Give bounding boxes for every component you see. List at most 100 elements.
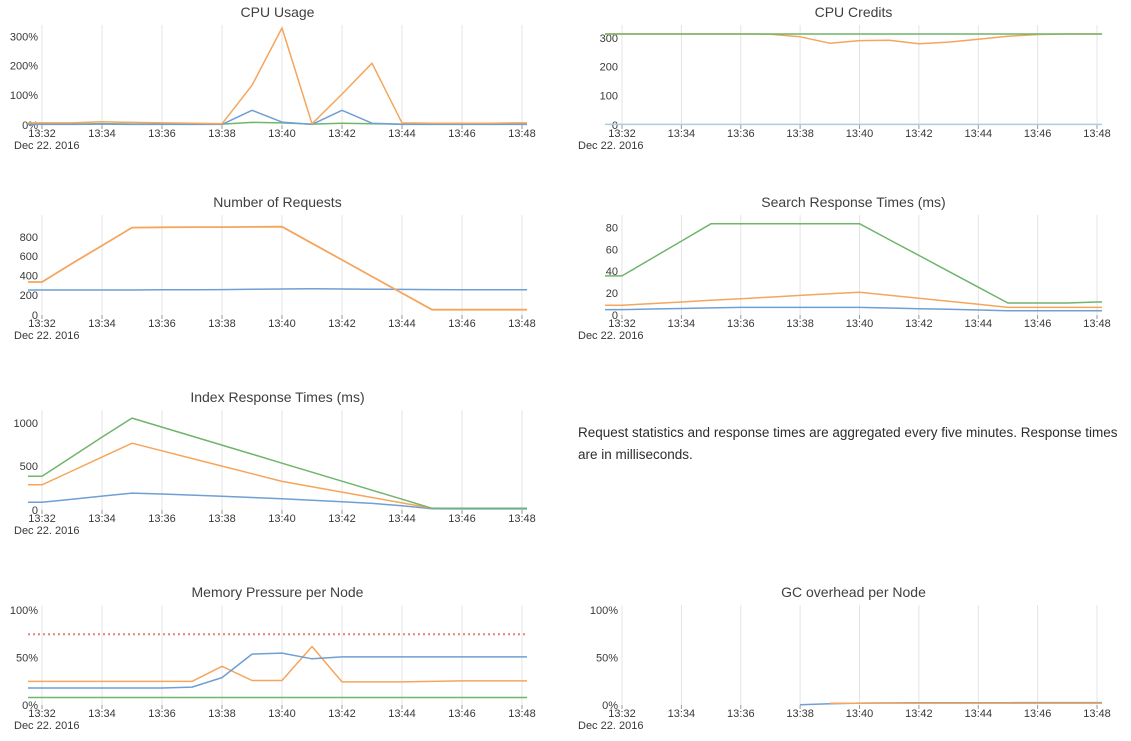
svg-text:13:44: 13:44 (388, 513, 416, 525)
gc-overhead-plot-area[interactable]: 13:32 13:34 13:36 13:38 13:40 13:42 13:44 13:46… (565, 580, 1131, 741)
aggregation-note: Request statistics and response times ar… (578, 424, 1118, 462)
svg-text:400: 400 (20, 271, 38, 283)
svg-text:Dec 22. 2016: Dec 22. 2016 (578, 140, 643, 152)
svg-text:13:32: 13:32 (608, 708, 636, 720)
svg-text:200: 200 (600, 62, 618, 74)
svg-text:100%: 100% (10, 90, 38, 102)
svg-text:100%: 100% (10, 605, 38, 617)
svg-text:60: 60 (606, 244, 618, 256)
svg-text:13:42: 13:42 (328, 318, 356, 330)
svg-text:100: 100 (600, 91, 618, 103)
svg-text:20: 20 (606, 288, 618, 300)
svg-text:0: 0 (612, 310, 618, 322)
svg-text:200%: 200% (10, 61, 38, 73)
svg-text:50%: 50% (596, 652, 618, 664)
svg-text:0: 0 (32, 505, 38, 517)
svg-text:13:34: 13:34 (88, 318, 116, 330)
svg-text:0%: 0% (22, 700, 38, 712)
plot-svg: 13:32 13:34 13:36 13:38 13:40 13:42 13:44 13:46… (578, 605, 1111, 732)
svg-text:13:34: 13:34 (668, 318, 696, 330)
svg-text:13:48: 13:48 (1083, 128, 1111, 140)
chart-memory-pressure-per-node: 13:32 13:34 13:36 13:38 13:40 13:42 13:44 13:46… (0, 580, 565, 741)
svg-text:0: 0 (32, 310, 38, 322)
plot-svg: 13:32 13:34 13:36 13:38 13:40 13:42 13:44 13:46… (10, 605, 536, 732)
svg-text:Dec 22. 2016: Dec 22. 2016 (14, 525, 79, 537)
svg-text:13:42: 13:42 (905, 708, 933, 720)
svg-text:13:46: 13:46 (448, 708, 476, 720)
svg-text:13:40: 13:40 (846, 128, 874, 140)
svg-text:13:34: 13:34 (88, 128, 116, 140)
svg-text:500: 500 (20, 461, 38, 473)
svg-text:13:38: 13:38 (786, 318, 814, 330)
plot-svg: 13:32 13:34 13:36 13:38 13:40 13:42 13:44 13:46… (578, 25, 1111, 152)
chart-title: Index Response Times (ms) (190, 389, 365, 405)
svg-text:13:42: 13:42 (328, 513, 356, 525)
chart-title: Number of Requests (213, 194, 342, 210)
svg-text:13:34: 13:34 (668, 128, 696, 140)
series-blue (28, 109, 527, 126)
chart-cpu-usage: 13:32 13:34 13:36 13:38 13:40 13:42 13:44 13:46… (0, 0, 565, 170)
svg-text:600: 600 (20, 251, 38, 263)
series-blue (28, 492, 527, 510)
chart-index-response-times: 13:32 13:34 13:36 13:38 13:40 13:42 13:44 13:46… (0, 385, 565, 555)
svg-text:Dec 22. 2016: Dec 22. 2016 (14, 140, 79, 152)
series-orange (28, 645, 527, 683)
series-blue (28, 288, 527, 291)
series-blue (28, 652, 527, 689)
chart-search-response-times: 13:32 13:34 13:36 13:38 13:40 13:42 13:44 13:46… (565, 190, 1131, 360)
svg-text:1000: 1000 (14, 418, 38, 430)
svg-text:13:38: 13:38 (208, 128, 236, 140)
plot-svg: 13:32 13:34 13:36 13:38 13:40 13:42 13:44 13:46… (578, 215, 1111, 342)
svg-text:13:36: 13:36 (148, 513, 176, 525)
svg-text:13:40: 13:40 (846, 318, 874, 330)
series-green (605, 222, 1102, 304)
memory-pressure-plot-area[interactable]: 13:32 13:34 13:36 13:38 13:40 13:42 13:44 13:46… (0, 580, 565, 741)
svg-text:13:32: 13:32 (28, 128, 56, 140)
svg-text:13:46: 13:46 (448, 128, 476, 140)
svg-text:13:48: 13:48 (1083, 318, 1111, 330)
series-orange (605, 291, 1102, 309)
search-response-times-plot-area[interactable]: 13:32 13:34 13:36 13:38 13:40 13:42 13:44 13:46… (565, 190, 1131, 351)
plot-svg: 13:32 13:34 13:36 13:38 13:40 13:42 13:44 13:46… (14, 215, 536, 342)
series-orange (28, 225, 527, 311)
chart-title: CPU Credits (814, 4, 893, 20)
svg-text:13:32: 13:32 (608, 128, 636, 140)
svg-text:13:48: 13:48 (508, 128, 536, 140)
svg-text:13:46: 13:46 (1024, 318, 1052, 330)
svg-text:13:32: 13:32 (608, 318, 636, 330)
chart-gc-overhead-per-node: 13:32 13:34 13:36 13:38 13:40 13:42 13:44 13:46… (565, 580, 1131, 741)
svg-text:13:36: 13:36 (727, 128, 755, 140)
chart-cpu-credits: 13:32 13:34 13:36 13:38 13:40 13:42 13:44 13:46… (565, 0, 1131, 170)
svg-text:Dec 22. 2016: Dec 22. 2016 (14, 330, 79, 342)
series-orange (28, 27, 527, 125)
svg-text:13:36: 13:36 (148, 708, 176, 720)
svg-text:13:46: 13:46 (1024, 708, 1052, 720)
series-blue (605, 306, 1102, 312)
index-response-times-plot-area[interactable]: 13:32 13:34 13:36 13:38 13:40 13:42 13:44 13:46… (0, 385, 565, 546)
svg-text:13:44: 13:44 (965, 318, 993, 330)
svg-text:13:46: 13:46 (1024, 128, 1052, 140)
svg-text:13:48: 13:48 (508, 513, 536, 525)
svg-text:13:42: 13:42 (905, 128, 933, 140)
series-orange (605, 33, 1102, 45)
svg-text:100%: 100% (590, 605, 618, 617)
svg-text:13:40: 13:40 (846, 708, 874, 720)
svg-text:Dec 22. 2016: Dec 22. 2016 (578, 720, 643, 732)
svg-text:13:48: 13:48 (508, 318, 536, 330)
svg-text:13:40: 13:40 (268, 708, 296, 720)
svg-text:13:34: 13:34 (88, 513, 116, 525)
series-green (28, 417, 527, 510)
svg-text:13:44: 13:44 (965, 128, 993, 140)
chart-title: Search Response Times (ms) (761, 194, 946, 210)
cpu-credits-plot-area[interactable]: 13:32 13:34 13:36 13:38 13:40 13:42 13:44 13:46… (565, 0, 1131, 161)
svg-text:13:32: 13:32 (28, 513, 56, 525)
number-of-requests-plot-area[interactable]: 13:32 13:34 13:36 13:38 13:40 13:42 13:44 13:46… (0, 190, 565, 351)
svg-text:800: 800 (20, 232, 38, 244)
svg-text:13:36: 13:36 (148, 128, 176, 140)
svg-text:0%: 0% (602, 700, 618, 712)
svg-text:80: 80 (606, 223, 618, 235)
svg-text:200: 200 (20, 290, 38, 302)
cpu-usage-plot-area[interactable]: 13:32 13:34 13:36 13:38 13:40 13:42 13:44 13:46… (0, 0, 565, 161)
svg-text:13:36: 13:36 (727, 708, 755, 720)
